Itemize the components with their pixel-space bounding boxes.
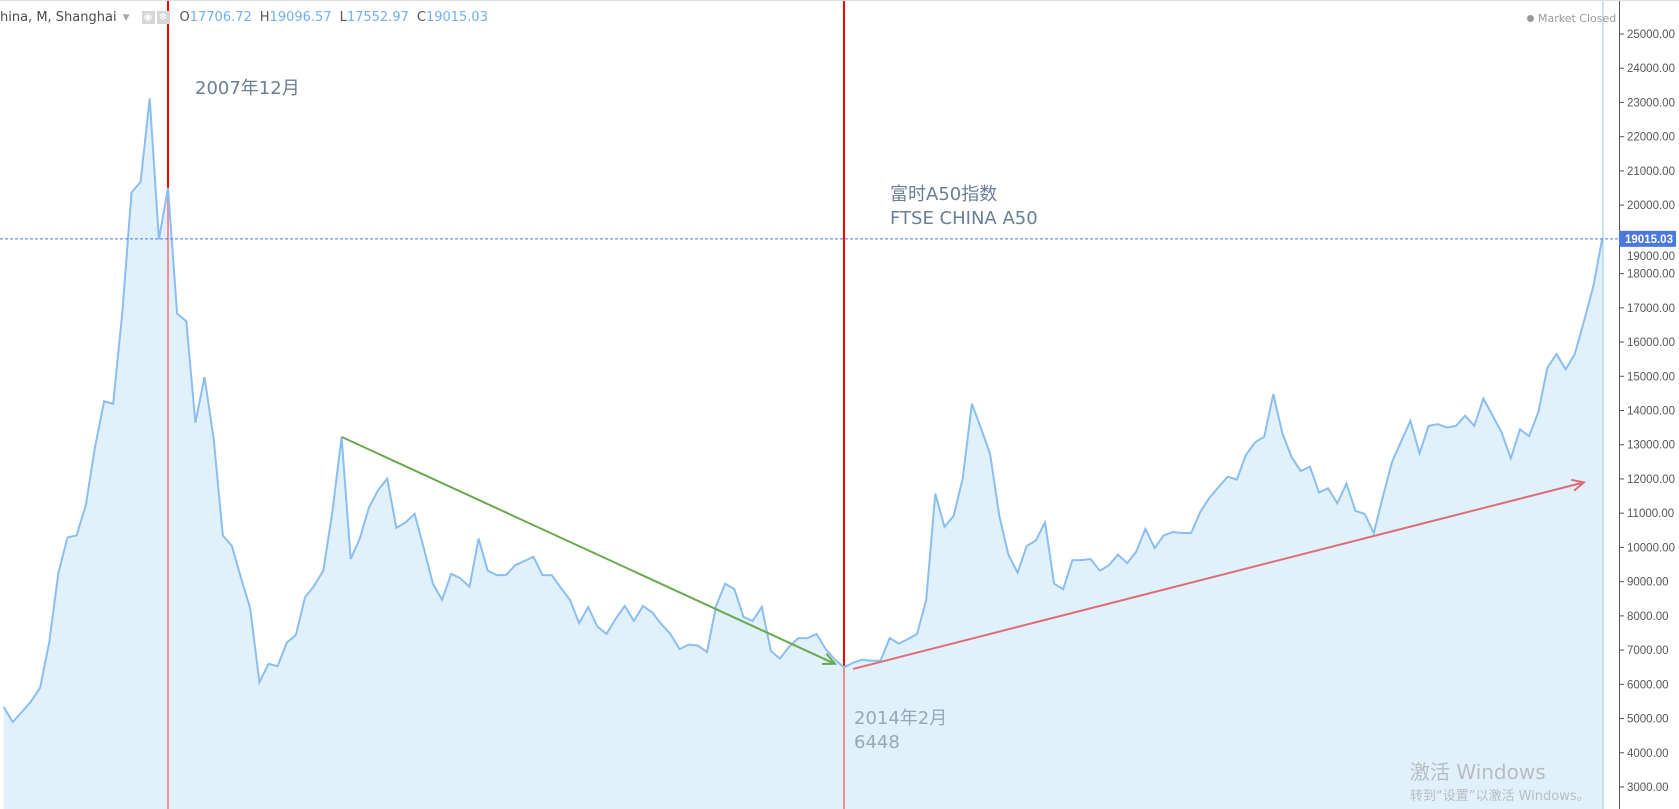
low-value-label[interactable]: 6448: [854, 732, 900, 753]
axis-tick-label: 10000.00: [1627, 542, 1675, 554]
axis-tick-label: 13000.00: [1627, 440, 1675, 452]
axis-tick-label: 4000.00: [1627, 748, 1669, 760]
axis-tick-label: 12000.00: [1627, 474, 1675, 486]
windows-watermark-title: 激活 Windows: [1410, 760, 1546, 784]
axis-tick-label: 9000.00: [1627, 577, 1669, 589]
axis-tick-label: 17000.00: [1627, 303, 1675, 315]
last-price-badge-bg: [1619, 230, 1676, 247]
trend-line-down: [341, 435, 836, 665]
gear-icon[interactable]: ✻: [156, 11, 170, 24]
axis-tick-label: 6000.00: [1627, 679, 1669, 691]
axis-tick-label: 21000.00: [1627, 166, 1675, 178]
price-area-fill: [3, 98, 1603, 809]
axis-tick-label: 19000.00: [1627, 251, 1675, 263]
title-en-label[interactable]: FTSE CHINA A50: [890, 208, 1038, 229]
last-price-badge-text: 19015.03: [1625, 234, 1673, 246]
title-cn-label[interactable]: 富时A50指数: [890, 184, 998, 205]
arrow-head-icon: [821, 653, 837, 665]
axis-tick-label: 16000.00: [1627, 337, 1675, 349]
trend-line-up: [852, 481, 1585, 670]
axis-tick-label: 8000.00: [1627, 611, 1669, 623]
high-value: 19096.57: [269, 10, 332, 25]
open-label: O: [179, 10, 190, 25]
eye-icon[interactable]: ◉: [141, 11, 155, 24]
axis-tick-label: 5000.00: [1627, 714, 1669, 726]
axis-tick-label: 18000.00: [1627, 269, 1675, 281]
open-value: 17706.72: [189, 10, 252, 25]
market-status-text: Market Closed: [1538, 12, 1617, 25]
peak-date-label[interactable]: 2007年12月: [195, 78, 300, 99]
close-value: 19015.03: [425, 10, 488, 25]
axis-tick-label: 22000.00: [1627, 132, 1675, 144]
axis-tick-label: 23000.00: [1627, 97, 1675, 109]
low-value: 17552.97: [346, 10, 409, 25]
price-axis[interactable]: 25000.00 24000.00 23000.00 22000.00 21000.00…: [1619, 29, 1675, 794]
high-label: H: [259, 10, 270, 25]
status-dot-icon: [1527, 15, 1534, 22]
close-label: C: [416, 10, 426, 25]
axis-tick-label: 3000.00: [1627, 782, 1669, 794]
chevron-down-icon[interactable]: ▼: [122, 12, 130, 23]
windows-watermark-subtitle: 转到“设置”以激活 Windows。: [1410, 789, 1590, 804]
axis-tick-label: 7000.00: [1627, 645, 1669, 657]
axis-tick-label: 15000.00: [1627, 371, 1675, 383]
arrow-head-icon: [1571, 478, 1587, 492]
legend-header: hina, M, Shanghai ▼ ◉ ✻ O 17706.72 H 19096…: [0, 10, 488, 25]
low-date-label[interactable]: 2014年2月: [854, 708, 948, 729]
market-status: Market Closed: [1527, 12, 1616, 25]
low-label: L: [339, 10, 347, 25]
axis-tick-label: 25000.00: [1627, 29, 1675, 41]
symbol-title[interactable]: hina, M, Shanghai: [0, 10, 117, 25]
axis-tick-label: 11000.00: [1627, 508, 1674, 520]
axis-tick-label: 14000.00: [1627, 406, 1675, 418]
axis-tick-label: 20000.00: [1627, 200, 1675, 212]
last-price-badge: 19015.03: [1619, 230, 1676, 247]
price-line: [2, 98, 1604, 724]
axis-tick-label: 24000.00: [1627, 63, 1675, 75]
